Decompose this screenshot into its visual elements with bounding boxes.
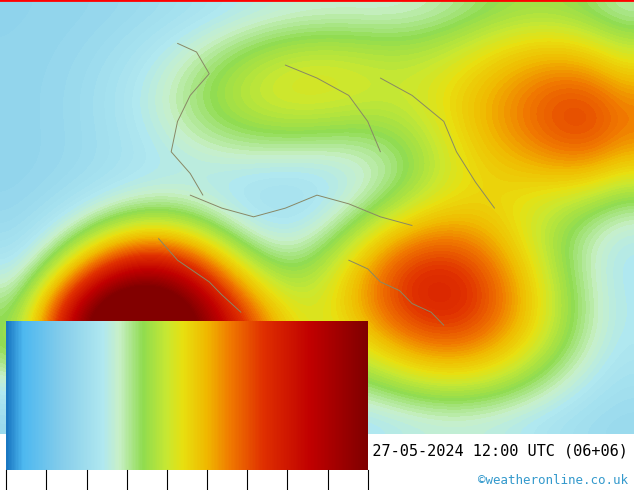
Text: Mo 27-05-2024 12:00 UTC (06+06): Mo 27-05-2024 12:00 UTC (06+06) xyxy=(345,444,628,459)
Text: ©weatheronline.co.uk: ©weatheronline.co.uk xyxy=(477,474,628,487)
Text: Deep layer shear (0-6km) [m/s] ECMWF: Deep layer shear (0-6km) [m/s] ECMWF xyxy=(6,444,335,459)
